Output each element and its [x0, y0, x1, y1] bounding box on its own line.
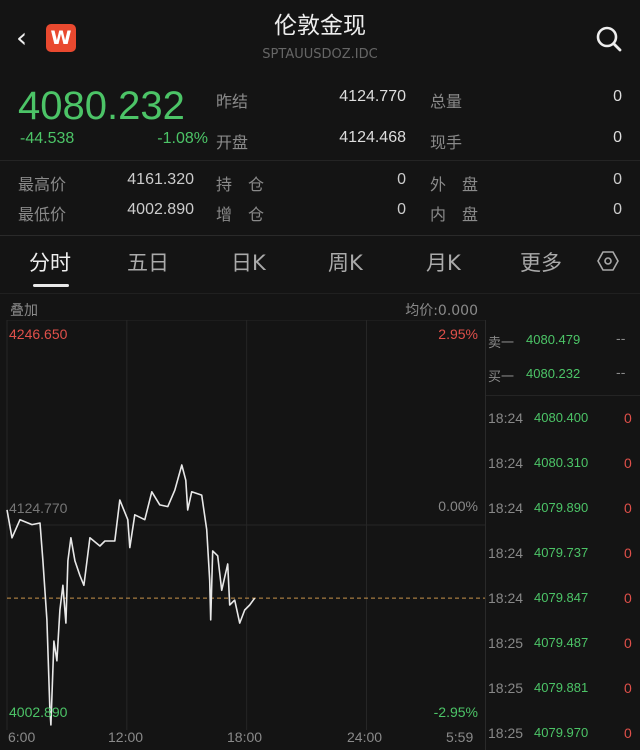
x-tick: 5:59 — [446, 729, 474, 745]
y-label-bottom: 4002.890 — [9, 704, 68, 720]
tick-price: 4079.487 — [534, 635, 589, 650]
stat-value: 4161.320 — [127, 171, 194, 188]
divider — [486, 395, 640, 396]
order-price: 4080.232 — [526, 366, 581, 381]
stat-value: 4124.770 — [339, 88, 406, 105]
y-label-top-pct: 2.95% — [438, 326, 478, 342]
order-volume: -- — [616, 366, 626, 381]
stat-label: 现手 — [430, 133, 463, 152]
symbol-code: SPTAUUSDOZ.IDC — [262, 47, 378, 62]
tick-time: 18:24 — [488, 410, 524, 426]
x-tick: 24:00 — [347, 729, 383, 745]
order-price: 4080.479 — [526, 332, 581, 347]
order-label: 卖一 — [488, 336, 515, 351]
stat-value: 4002.890 — [127, 201, 194, 218]
stat-label: 总量 — [430, 92, 463, 111]
tick-volume: 0 — [624, 635, 632, 651]
tab-more[interactable]: 更多 — [520, 251, 562, 275]
tick-volume: 0 — [624, 725, 632, 741]
y-label-mid: 4124.770 — [9, 500, 68, 516]
tick-price: 4079.737 — [534, 545, 589, 560]
hexagon-settings-icon[interactable] — [597, 250, 619, 272]
stat-value: 0 — [613, 88, 622, 105]
y-label-top: 4246.650 — [9, 326, 68, 342]
x-tick: 18:00 — [227, 729, 263, 745]
divider — [0, 293, 640, 294]
tick-volume: 0 — [624, 410, 632, 426]
stat-label: 开盘 — [216, 133, 249, 152]
price-change-pct: -1.08% — [157, 130, 208, 147]
order-label: 买一 — [488, 370, 515, 385]
stat-value: 0 — [613, 171, 622, 188]
tick-time: 18:25 — [488, 725, 524, 741]
y-label-bottom-pct: -2.95% — [433, 704, 478, 720]
tick-time: 18:24 — [488, 500, 524, 516]
stat-label: 增 仓 — [216, 205, 265, 224]
tick-volume: 0 — [624, 590, 632, 606]
average-price: 均价:0.000 — [405, 303, 478, 319]
tab-weekly-k[interactable]: 周K — [328, 251, 363, 275]
chevron-left-icon: ‹ — [16, 21, 28, 54]
back-button[interactable]: ‹ — [16, 24, 27, 52]
stat-value: 4124.468 — [339, 129, 406, 146]
divider — [0, 160, 640, 161]
stat-label: 持 仓 — [216, 175, 265, 194]
stat-label: 最低价 — [18, 205, 67, 224]
tab-daily-k[interactable]: 日K — [231, 251, 266, 275]
intraday-chart[interactable] — [0, 320, 486, 730]
price-change: -44.538 — [20, 130, 75, 147]
divider — [0, 235, 640, 236]
last-price: 4080.232 — [18, 84, 185, 128]
x-tick: 6:00 — [8, 729, 36, 745]
tick-price: 4079.881 — [534, 680, 589, 695]
stat-label: 内 盘 — [430, 205, 479, 224]
tick-time: 18:24 — [488, 455, 524, 471]
stat-label: 昨结 — [216, 92, 249, 111]
stat-label: 外 盘 — [430, 175, 479, 194]
stat-value: 0 — [613, 129, 622, 146]
tab-intraday[interactable]: 分时 — [29, 251, 71, 275]
stat-label: 最高价 — [18, 175, 67, 194]
active-tab-indicator — [33, 284, 69, 287]
price-line — [6, 464, 256, 726]
x-tick: 12:00 — [108, 729, 144, 745]
page-title: 伦敦金现 — [274, 13, 366, 39]
stat-value: 0 — [397, 171, 406, 188]
stat-value: 0 — [613, 201, 622, 218]
overlay-button[interactable]: 叠加 — [10, 303, 38, 319]
tick-time: 18:25 — [488, 635, 524, 651]
tick-price: 4079.890 — [534, 500, 589, 515]
y-label-mid-pct: 0.00% — [438, 498, 478, 514]
tick-price: 4080.400 — [534, 410, 589, 425]
divider — [485, 320, 486, 750]
tick-time: 18:25 — [488, 680, 524, 696]
tick-volume: 0 — [624, 500, 632, 516]
tick-time: 18:24 — [488, 545, 524, 561]
tick-price: 4079.847 — [534, 590, 589, 605]
tick-volume: 0 — [624, 680, 632, 696]
tick-volume: 0 — [624, 545, 632, 561]
tick-time: 18:24 — [488, 590, 524, 606]
app-logo: W — [46, 24, 76, 52]
order-volume: -- — [616, 332, 626, 347]
search-icon[interactable] — [594, 24, 624, 54]
tick-price: 4079.970 — [534, 725, 589, 740]
tick-volume: 0 — [624, 455, 632, 471]
stat-value: 0 — [397, 201, 406, 218]
tab-five-day[interactable]: 五日 — [127, 251, 169, 275]
tab-monthly-k[interactable]: 月K — [426, 251, 461, 275]
tick-price: 4080.310 — [534, 455, 589, 470]
